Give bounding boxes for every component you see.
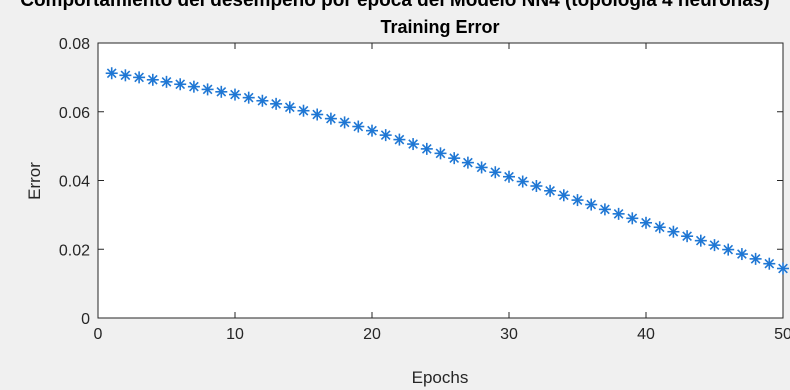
data-point (736, 248, 748, 260)
data-point (572, 194, 584, 206)
data-point (284, 101, 296, 113)
data-point (202, 83, 214, 95)
data-point (311, 109, 323, 121)
data-point (640, 217, 652, 229)
chart-title: Training Error (380, 17, 499, 37)
data-point (366, 125, 378, 137)
data-point (270, 98, 282, 110)
data-point (503, 171, 515, 183)
data-point (325, 113, 337, 125)
data-point (393, 134, 405, 146)
y-tick-label: 0 (81, 311, 90, 328)
data-point (599, 203, 611, 215)
data-point (558, 189, 570, 201)
data-point (119, 69, 131, 81)
data-point (462, 157, 474, 169)
data-point (695, 235, 707, 247)
x-tick-label: 30 (500, 326, 518, 343)
data-point (339, 116, 351, 128)
data-point (229, 89, 241, 101)
data-point (448, 152, 460, 164)
data-point (243, 92, 255, 104)
y-tick-label: 0.04 (59, 174, 90, 191)
data-point (147, 74, 159, 86)
y-tick-label: 0.06 (59, 105, 90, 122)
data-point (106, 67, 118, 79)
data-point (544, 185, 556, 197)
data-point (298, 105, 310, 117)
y-tick-label: 0.08 (59, 36, 90, 53)
y-tick-label: 0.02 (59, 242, 90, 259)
data-point (256, 95, 268, 107)
data-point (188, 81, 200, 93)
data-point (777, 263, 789, 275)
data-point (215, 86, 227, 98)
data-point (517, 176, 529, 188)
plot-area (98, 43, 783, 318)
data-point (352, 121, 364, 133)
data-point (421, 143, 433, 155)
data-point (407, 138, 419, 150)
data-point (161, 76, 173, 88)
data-point (174, 78, 186, 90)
data-point (530, 180, 542, 192)
data-point (763, 258, 775, 270)
data-point (654, 221, 666, 233)
data-point (489, 166, 501, 178)
data-point (709, 239, 721, 251)
data-point (722, 244, 734, 256)
x-tick-label: 10 (226, 326, 244, 343)
data-point (133, 71, 145, 83)
data-point (476, 161, 488, 173)
data-point (681, 230, 693, 242)
x-tick-label: 40 (637, 326, 655, 343)
x-tick-label: 20 (363, 326, 381, 343)
data-point (626, 212, 638, 224)
x-axis-label: Epochs (412, 368, 469, 387)
data-point (667, 226, 679, 238)
x-tick-label: 0 (94, 326, 103, 343)
data-point (380, 129, 392, 141)
data-point (435, 147, 447, 159)
data-point (585, 199, 597, 211)
x-tick-label: 50 (774, 326, 790, 343)
data-point (750, 253, 762, 265)
data-point (613, 208, 625, 220)
y-axis-label: Error (25, 162, 44, 200)
